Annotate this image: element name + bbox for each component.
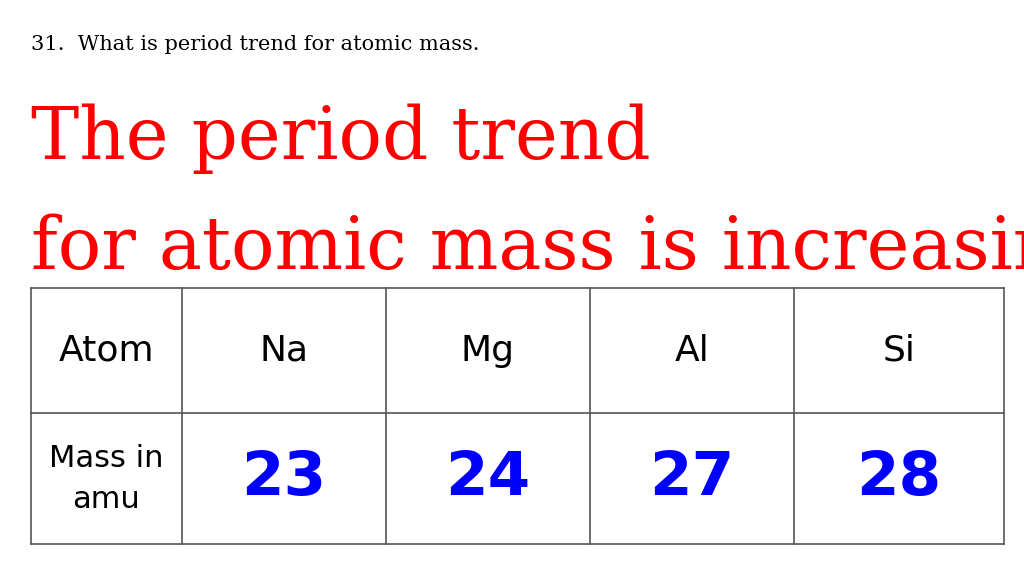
Text: Al: Al	[675, 334, 710, 367]
Text: 24: 24	[445, 449, 530, 508]
Text: The period trend: The period trend	[31, 104, 650, 174]
Text: Si: Si	[883, 334, 915, 367]
Text: 28: 28	[856, 449, 941, 508]
Text: 31.  What is period trend for atomic mass.: 31. What is period trend for atomic mass…	[31, 35, 479, 54]
Text: Atom: Atom	[58, 334, 154, 367]
Text: for atomic mass is increasing.: for atomic mass is increasing.	[31, 213, 1024, 285]
Text: 23: 23	[241, 449, 327, 508]
Text: Na: Na	[259, 334, 308, 367]
Text: Mg: Mg	[461, 334, 515, 367]
Text: Mass in
amu: Mass in amu	[49, 444, 164, 514]
Text: 27: 27	[649, 449, 735, 508]
